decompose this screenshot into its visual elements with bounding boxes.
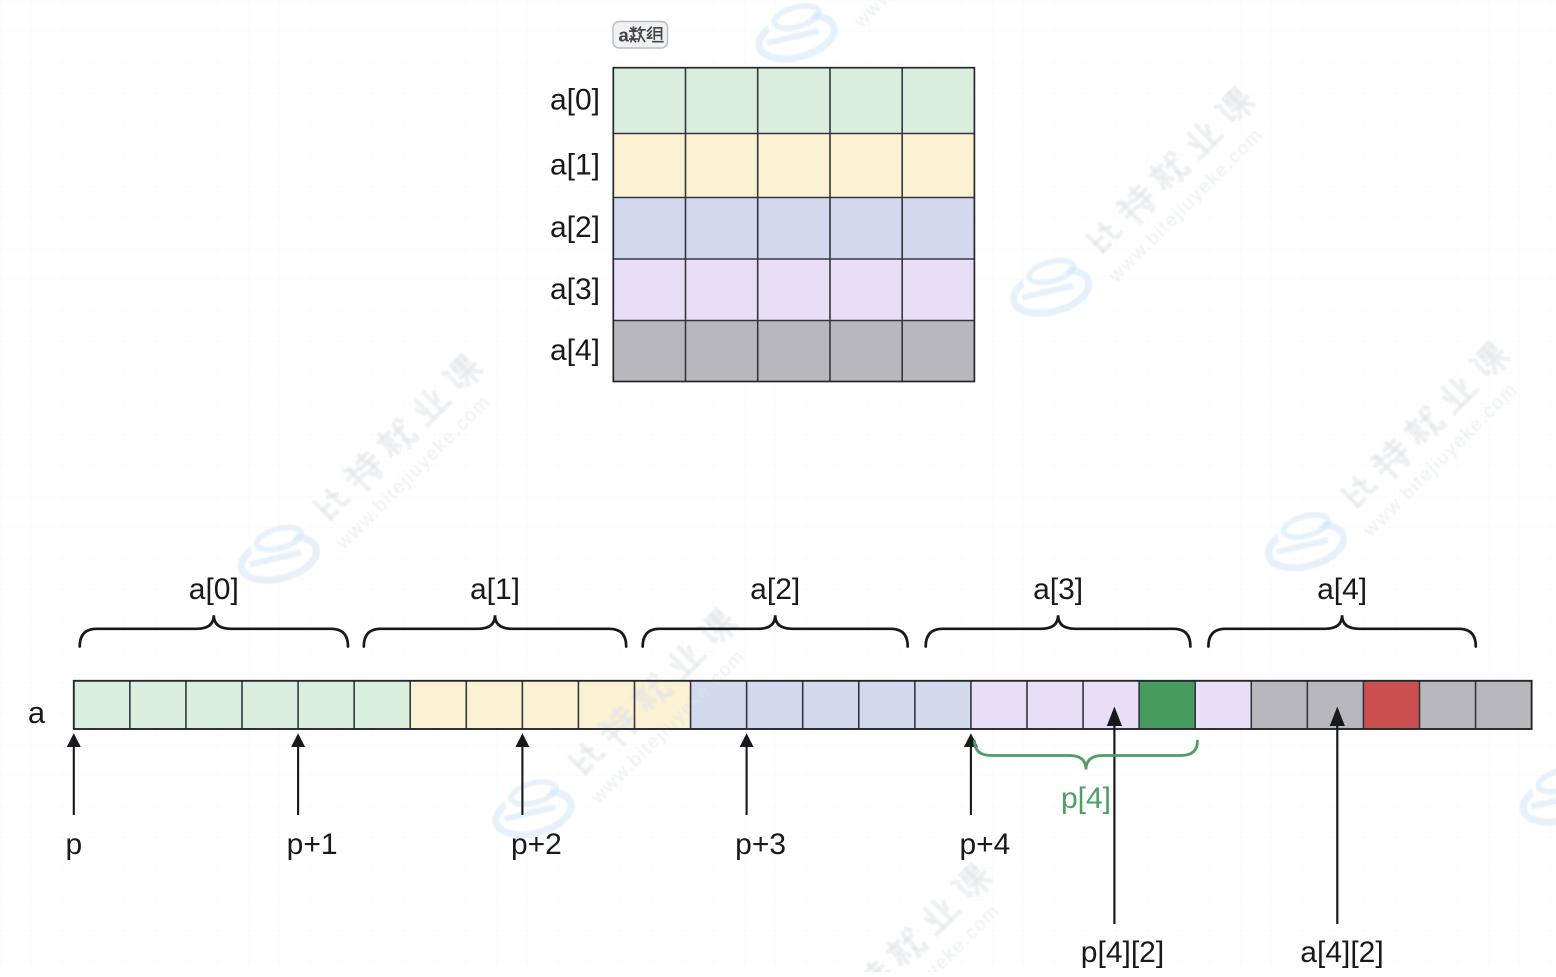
svg-text:a[4][2]: a[4][2] [1300, 936, 1383, 969]
svg-text:a[1]: a[1] [470, 573, 520, 606]
svg-text:a[3]: a[3] [1033, 573, 1083, 606]
svg-text:a: a [619, 25, 630, 46]
svg-text:a[0]: a[0] [189, 573, 239, 606]
svg-text:p[4]: p[4] [1061, 782, 1111, 815]
svg-text:a[0]: a[0] [550, 84, 600, 117]
svg-text:p+4: p+4 [959, 828, 1010, 861]
svg-text:a[3]: a[3] [550, 273, 600, 306]
svg-text:p: p [65, 828, 82, 861]
svg-text:a[4]: a[4] [550, 334, 600, 367]
svg-text:p+3: p+3 [735, 828, 786, 861]
svg-text:p+1: p+1 [287, 828, 338, 861]
svg-text:p[4][2]: p[4][2] [1081, 936, 1164, 969]
svg-text:a[1]: a[1] [550, 149, 600, 182]
svg-text:a[2]: a[2] [550, 211, 600, 244]
svg-text:a[4]: a[4] [1317, 573, 1367, 606]
svg-text:a: a [28, 695, 46, 730]
svg-text:p+2: p+2 [511, 828, 562, 861]
svg-text:a[2]: a[2] [750, 573, 800, 606]
